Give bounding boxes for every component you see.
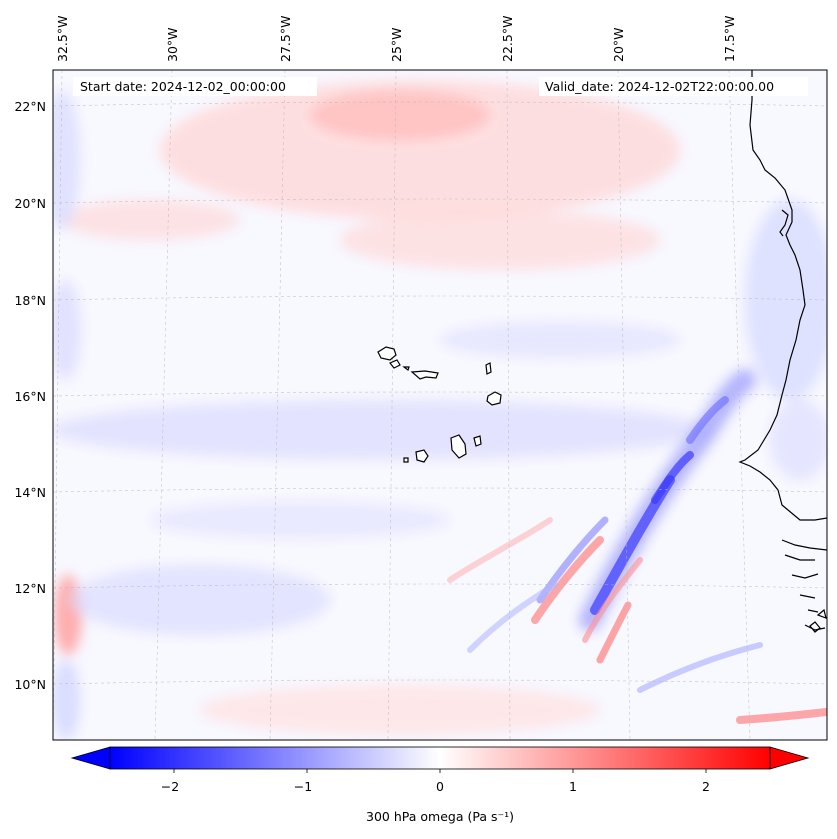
meridian-17-5w [728,70,751,740]
omega-positive-region [160,80,680,220]
latitude-labels: 22°N 20°N 18°N 16°N 14°N 12°N 10°N [14,99,46,692]
omega-negative-region [440,322,680,358]
omega-negative-band [637,642,763,693]
colorbar-tick-label: 1 [569,779,577,794]
island-sao-vicente [389,359,401,369]
lat-label: 16°N [14,389,46,404]
meridian-27-5w [269,70,286,740]
omega-positive-region [200,685,600,735]
omega-positive-band [582,557,643,643]
map-frame [52,69,828,741]
colorbar-tick-label: 0 [436,779,444,794]
meridian-20w [617,70,631,740]
omega-negative-region [53,90,80,230]
colorbar-max-extend [769,746,810,770]
valid-date-box [539,77,808,96]
parallel-10n [53,679,827,685]
africa-coastline [738,70,827,521]
lat-label: 12°N [14,581,46,596]
omega-positive-band [447,517,553,583]
cape-blanc-inlet [779,209,789,237]
start-date-label: Start date: 2024-12-02_00:00:00 [80,79,286,94]
lon-label: 22.5°W [500,16,515,62]
gridlines [53,70,827,740]
island-fogo [415,449,429,463]
parallel-20n [53,198,827,204]
lat-label: 20°N [14,196,46,211]
colorbar-tick-label: −1 [294,779,312,794]
colorbar-min-extend [70,746,111,770]
lat-label: 10°N [14,677,46,692]
omega-negative-region [745,200,827,400]
colorbar-ticks [173,769,707,773]
start-date-box [73,77,317,96]
omega-positive-region [310,90,490,140]
colorbar: −2 −1 0 1 2 300 hPa omega (Pa s⁻¹) [70,746,810,824]
meridian-22-5w [506,70,511,740]
omega-field [53,80,827,740]
omega-negative-region [53,400,710,460]
omega-negative-region [70,565,330,635]
omega-negative-region [770,400,827,480]
lat-label: 18°N [14,293,46,308]
island-maio [473,435,482,447]
colorbar-tick-label: −2 [161,779,179,794]
omega-negative-band [467,582,558,653]
omega-positive-band [596,601,632,664]
island-santo-antao [377,346,397,361]
island-boa-vista [486,391,502,406]
omega-negative-band [651,451,694,504]
island-sao-nicolau [410,370,439,380]
colorbar-tick-labels: −2 −1 0 1 2 [161,779,710,794]
lon-label: 30°W [165,27,180,62]
island-brava [403,457,409,463]
parallel-18n [53,295,827,301]
lon-label: 27.5°W [278,16,293,62]
bijagos-islands [809,608,827,633]
parallel-12n [53,583,827,589]
meridian-30w [154,70,173,740]
omega-negative-region [53,280,81,380]
lat-label: 22°N [14,99,46,114]
island-sal [485,362,492,375]
parallel-22n [53,101,827,107]
parallel-14n [53,487,827,493]
map-panel [53,70,827,740]
island-santiago [450,434,467,459]
omega-positive-region [340,210,660,270]
omega-positive-band [736,708,827,724]
omega-positive-region [60,200,240,240]
senegal-gambia-coast [781,539,827,631]
omega-positive-region [54,575,82,655]
omega-positive-band [531,536,604,624]
lon-label: 32.5°W [55,16,70,62]
coastlines [738,70,827,633]
colorbar-tick-label: 2 [702,779,710,794]
omega-negative-band [686,396,729,444]
omega-squall-lines [447,369,827,724]
lon-label: 17.5°W [722,16,737,62]
omega-negative-region [53,660,80,740]
meridian-25w [387,70,397,740]
valid-date-label: Valid_date: 2024-12-02T22:00:00.00 [545,79,774,94]
cape-verde-islands [377,346,502,463]
colorbar-label: 300 hPa omega (Pa s⁻¹) [366,809,514,824]
longitude-labels: 32.5°W 30°W 27.5°W 25°W 22.5°W 20°W 17.5… [55,16,737,62]
meridian-32-5w [53,70,63,740]
lon-label: 20°W [611,27,626,62]
lat-label: 14°N [14,485,46,500]
omega-negative-region [150,502,450,538]
island-santa-luzia [402,366,410,371]
lon-label: 25°W [389,27,404,62]
colorbar-gradient [109,746,771,770]
